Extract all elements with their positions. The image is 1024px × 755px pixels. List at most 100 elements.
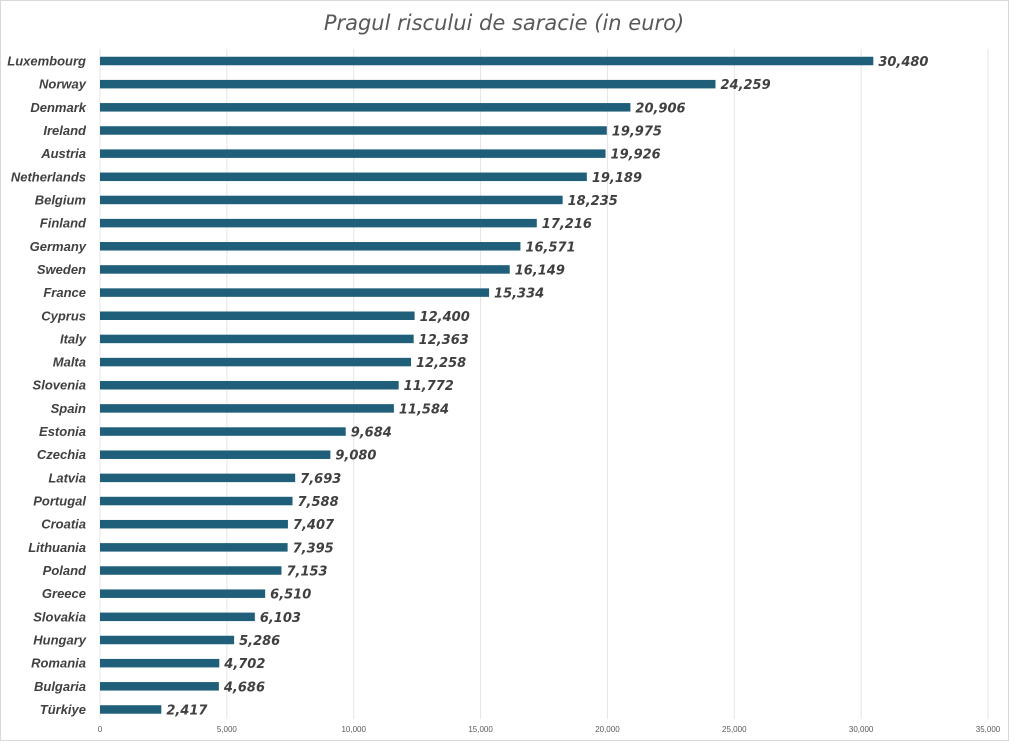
bar xyxy=(100,473,296,483)
data-label: 7,153 xyxy=(286,565,327,580)
x-tick-label: 20,000 xyxy=(595,725,620,734)
category-label: Sweden xyxy=(37,262,86,277)
bar xyxy=(100,566,282,575)
bar xyxy=(100,404,394,413)
data-label: 6,510 xyxy=(270,588,311,603)
data-label: 16,571 xyxy=(525,240,575,255)
category-label: Slovakia xyxy=(33,609,86,624)
category-label: Lithuania xyxy=(28,540,86,555)
data-label: 24,259 xyxy=(720,78,770,93)
bar xyxy=(100,218,537,228)
category-label: Greece xyxy=(42,586,86,601)
bar xyxy=(100,543,288,552)
bar xyxy=(100,658,220,668)
data-label: 6,103 xyxy=(260,611,301,626)
bar xyxy=(100,496,293,506)
data-label: 20,906 xyxy=(635,101,685,116)
bar xyxy=(100,103,631,112)
data-label: 4,686 xyxy=(223,680,265,695)
data-label: 2,417 xyxy=(166,703,208,718)
category-label: Germany xyxy=(30,239,87,254)
bar xyxy=(100,519,288,529)
data-label: 30,480 xyxy=(878,55,928,70)
x-tick-label: 10,000 xyxy=(341,725,366,734)
data-labels: 30,480 24,259 20,906 19,975 19,926 19,189 18,2… xyxy=(166,55,928,718)
bar xyxy=(100,635,235,645)
bar xyxy=(100,427,346,436)
data-label: 7,693 xyxy=(300,472,341,487)
data-label: 16,149 xyxy=(515,263,565,278)
category-label: Ireland xyxy=(43,123,87,138)
data-label: 9,080 xyxy=(335,449,376,464)
gridlines xyxy=(99,49,989,719)
x-tick-label: 30,000 xyxy=(849,725,874,734)
data-label: 12,258 xyxy=(416,356,466,371)
bar xyxy=(100,172,587,182)
data-label: 15,334 xyxy=(494,287,544,302)
bar xyxy=(100,195,563,205)
bar xyxy=(100,265,510,274)
category-label: Netherlands xyxy=(11,169,86,184)
x-tick-label: 25,000 xyxy=(722,725,747,734)
category-label: Finland xyxy=(40,216,87,231)
category-label: Slovenia xyxy=(33,378,86,393)
data-label: 18,235 xyxy=(568,194,618,209)
data-label: 9,684 xyxy=(351,426,392,441)
data-label: 19,926 xyxy=(611,148,661,163)
bar xyxy=(100,79,716,89)
category-label: Denmark xyxy=(30,100,86,115)
bar xyxy=(100,612,255,622)
data-label: 5,286 xyxy=(239,634,280,649)
category-label: Croatia xyxy=(41,517,86,532)
bar xyxy=(100,334,414,344)
data-label: 7,407 xyxy=(293,518,335,533)
data-label: 7,588 xyxy=(298,495,339,510)
bar xyxy=(100,311,415,321)
x-tick-label: 35,000 xyxy=(976,725,1001,734)
data-label: 19,189 xyxy=(592,171,642,186)
x-tick-label: 5,000 xyxy=(217,725,238,734)
category-label: Poland xyxy=(43,563,87,578)
bar xyxy=(100,149,606,158)
category-label: France xyxy=(43,285,86,300)
bar xyxy=(100,705,162,714)
category-label: Czechia xyxy=(37,447,86,462)
bar xyxy=(100,682,219,691)
bar xyxy=(100,288,490,297)
bar xyxy=(100,357,412,367)
data-label: 4,702 xyxy=(223,657,265,672)
category-label: Austria xyxy=(40,146,86,161)
category-label: Belgium xyxy=(35,192,87,207)
bar xyxy=(100,126,607,135)
category-label: Hungary xyxy=(33,633,87,648)
data-label: 17,216 xyxy=(542,217,592,232)
category-label: Norway xyxy=(39,77,87,92)
x-tick-label: 0 xyxy=(98,725,103,734)
data-label: 7,395 xyxy=(293,541,334,556)
category-label: Bulgaria xyxy=(34,679,86,694)
data-label: 12,363 xyxy=(419,333,469,348)
data-label: 11,772 xyxy=(404,379,454,394)
category-label: Latvia xyxy=(48,470,86,485)
bar xyxy=(100,450,331,459)
category-label: Türkiye xyxy=(40,702,86,717)
bar xyxy=(100,242,521,251)
data-label: 11,584 xyxy=(399,402,449,417)
bar xyxy=(100,56,874,66)
category-label: Spain xyxy=(51,401,86,416)
x-tick-label: 15,000 xyxy=(468,725,493,734)
category-label: Italy xyxy=(60,331,87,346)
category-label: Luxembourg xyxy=(7,54,86,69)
category-label: Romania xyxy=(31,656,86,671)
x-axis-tick-labels: 0 5,000 10,000 15,000 20,000 25,000 30,000 35,0… xyxy=(98,725,1001,734)
data-label: 12,400 xyxy=(420,310,470,325)
data-label: 19,975 xyxy=(612,124,662,139)
category-label: Malta xyxy=(53,355,86,370)
bar xyxy=(100,380,399,390)
category-label: Portugal xyxy=(33,494,86,509)
category-labels: Luxembourg Norway Denmark Ireland Austria Net… xyxy=(7,54,87,717)
bar xyxy=(100,589,266,598)
category-label: Estonia xyxy=(39,424,86,439)
bars xyxy=(100,56,874,714)
